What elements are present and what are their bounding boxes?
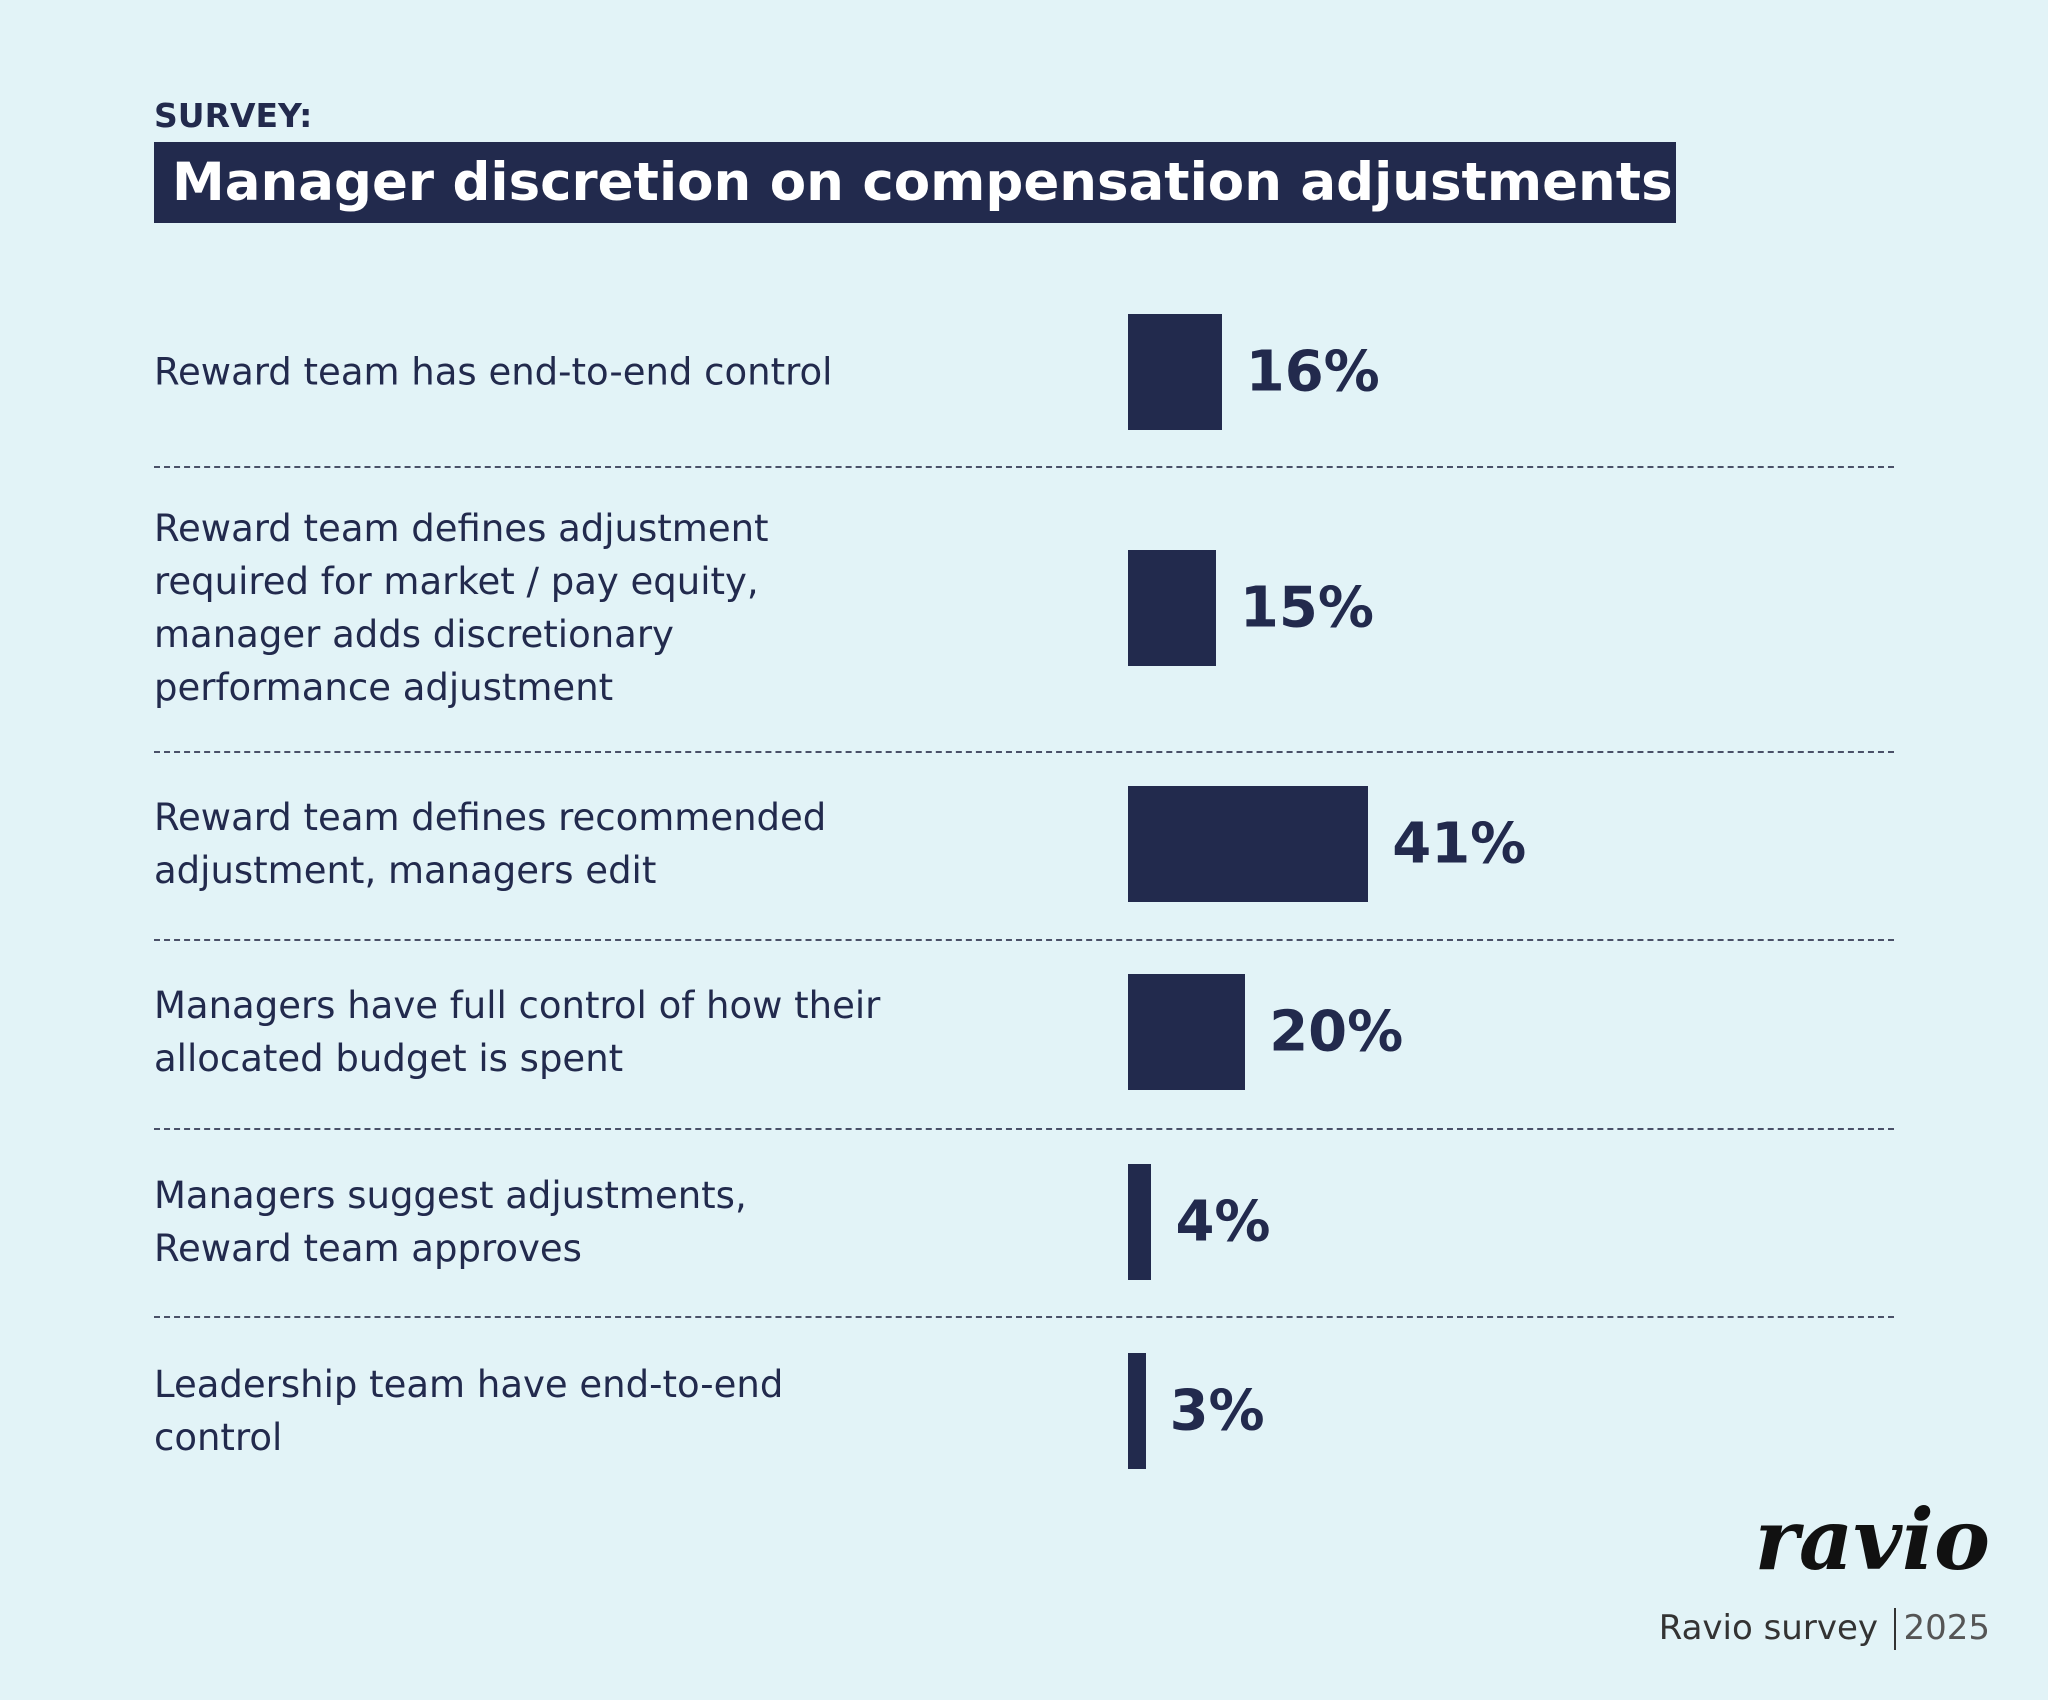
bar — [1128, 786, 1369, 902]
category-label: Managers have full control of how their … — [154, 984, 881, 1080]
separator — [154, 1316, 1894, 1318]
value-label: 20% — [1269, 999, 1404, 1065]
category-label: Reward team defines recommended adjustme… — [154, 796, 827, 892]
value-label: 41% — [1392, 811, 1527, 877]
value-label: 16% — [1245, 339, 1380, 405]
value-label: 15% — [1239, 575, 1374, 641]
category-label: Reward team defines adjustment required … — [154, 507, 769, 709]
value-label: 3% — [1169, 1378, 1265, 1444]
chart-title: Manager discretion on compensation adjus… — [154, 142, 1676, 223]
separator — [154, 939, 1894, 941]
logo: ravio — [1754, 1490, 1990, 1589]
category-label: Leadership team have end-to-end control — [154, 1363, 784, 1459]
bar — [1128, 1164, 1152, 1280]
value-label: 4% — [1175, 1189, 1271, 1255]
source: Ravio survey — [1658, 1608, 1878, 1648]
separator — [154, 1128, 1894, 1130]
bar — [1128, 974, 1246, 1090]
bar — [1128, 314, 1222, 430]
separator — [154, 466, 1894, 468]
category-label: Managers suggest adjustments, Reward tea… — [154, 1174, 747, 1270]
bar — [1128, 1353, 1146, 1469]
category-label: Reward team has end-to-end control — [154, 350, 833, 394]
year: 2025 — [1903, 1608, 1990, 1648]
divider — [1894, 1608, 1896, 1650]
bar — [1128, 550, 1216, 666]
separator — [154, 751, 1894, 753]
kicker: SURVEY: — [154, 96, 313, 135]
